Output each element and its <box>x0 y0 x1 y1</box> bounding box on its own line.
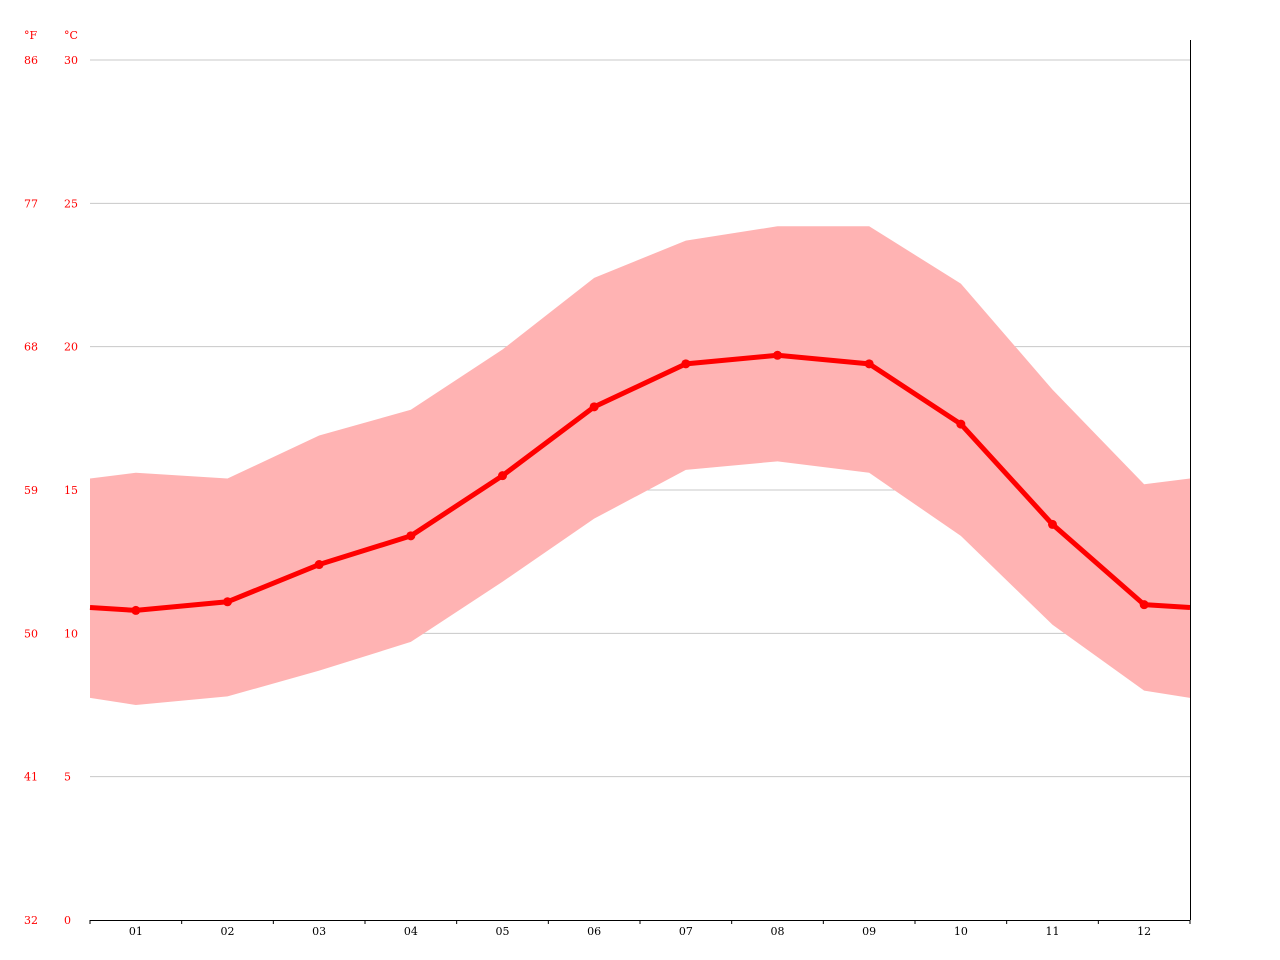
y-tick-label-celsius: 30 <box>64 54 78 67</box>
y-tick-label-celsius: 0 <box>64 914 71 927</box>
axis-labels: °F °C 0 32 5 41 10 50 15 59 20 68 25 77 30 86 01 02 03 04… <box>24 29 1151 938</box>
y-tick-label-celsius: 25 <box>64 197 78 210</box>
mean-temperature-line <box>89 350 1191 615</box>
mean-point-01 <box>131 605 141 615</box>
mean-line <box>89 352 1191 613</box>
mean-point-07 <box>681 359 691 369</box>
x-tick-label: 11 <box>1046 925 1060 938</box>
x-tick-label: 09 <box>862 925 876 938</box>
mean-point-05 <box>498 471 507 481</box>
y-tick-label-fahrenheit: 86 <box>24 54 38 67</box>
y-tick-label-celsius: 5 <box>64 771 71 784</box>
celsius-unit-label: °C <box>64 29 78 42</box>
y-tick-label-celsius: 10 <box>64 627 78 640</box>
x-tick-label: 10 <box>954 925 968 938</box>
y-tick-label-fahrenheit: 32 <box>24 914 38 927</box>
x-tick-label: 07 <box>679 925 693 938</box>
mean-point-02 <box>223 597 232 607</box>
x-tick-label: 12 <box>1137 925 1151 938</box>
mean-point-03 <box>314 560 324 570</box>
x-tick-label: 04 <box>404 925 418 938</box>
mean-point-10 <box>956 419 966 429</box>
y-tick-label-fahrenheit: 59 <box>24 484 38 497</box>
y-tick-label-celsius: 15 <box>64 484 78 497</box>
mean-point-04 <box>406 531 416 541</box>
min-max-band <box>90 226 1190 705</box>
mean-point-09 <box>864 359 874 369</box>
y-tick-label-celsius: 20 <box>64 341 78 354</box>
temperature-range-band <box>90 226 1190 705</box>
mean-point-11 <box>1048 519 1057 529</box>
mean-point-08 <box>773 350 782 360</box>
mean-point-12 <box>1139 600 1149 610</box>
y-tick-label-fahrenheit: 50 <box>24 627 38 640</box>
x-tick-label: 05 <box>496 925 510 938</box>
y-tick-label-fahrenheit: 41 <box>24 771 38 784</box>
fahrenheit-unit-label: °F <box>24 29 38 42</box>
x-tick-label: 08 <box>771 925 785 938</box>
x-tick-label: 01 <box>129 925 143 938</box>
x-tick-label: 06 <box>587 925 601 938</box>
y-tick-label-fahrenheit: 77 <box>24 197 38 210</box>
x-tick-label: 02 <box>221 925 235 938</box>
mean-point-06 <box>589 402 599 412</box>
axes <box>89 40 1191 924</box>
y-tick-label-fahrenheit: 68 <box>24 341 38 354</box>
x-tick-label: 03 <box>312 925 326 938</box>
